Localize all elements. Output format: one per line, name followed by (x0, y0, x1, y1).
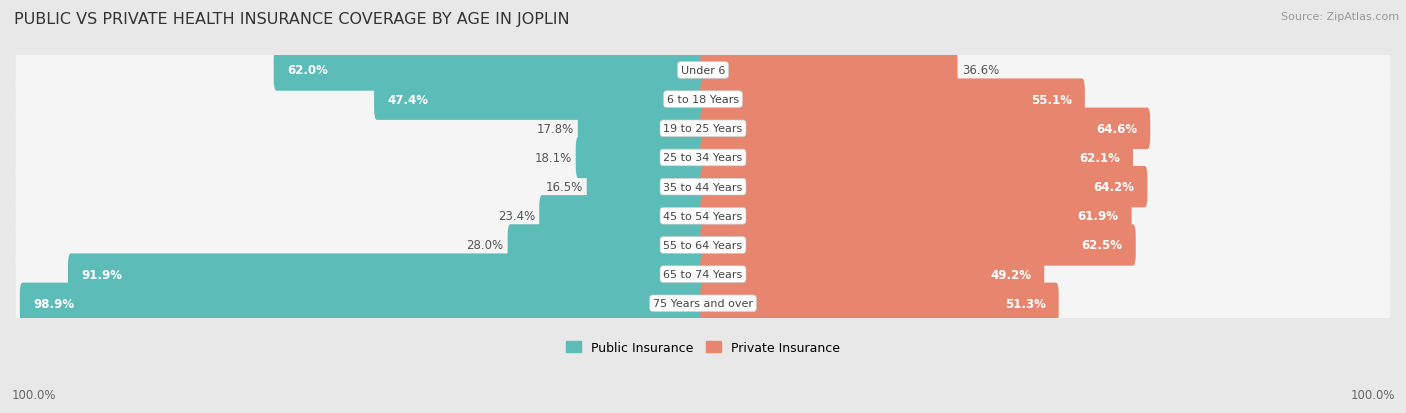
Text: 25 to 34 Years: 25 to 34 Years (664, 153, 742, 163)
FancyBboxPatch shape (374, 79, 706, 121)
Text: Source: ZipAtlas.com: Source: ZipAtlas.com (1281, 12, 1399, 22)
FancyBboxPatch shape (15, 163, 1391, 211)
FancyBboxPatch shape (700, 138, 1133, 179)
FancyBboxPatch shape (540, 196, 706, 237)
FancyBboxPatch shape (15, 47, 1391, 95)
FancyBboxPatch shape (700, 283, 1059, 324)
Text: 51.3%: 51.3% (1005, 297, 1046, 310)
Text: 98.9%: 98.9% (32, 297, 75, 310)
FancyBboxPatch shape (15, 76, 1391, 124)
Text: 61.9%: 61.9% (1077, 210, 1119, 223)
Text: 62.1%: 62.1% (1078, 152, 1121, 165)
FancyBboxPatch shape (274, 50, 706, 91)
Text: 18.1%: 18.1% (534, 152, 572, 165)
Text: 75 Years and over: 75 Years and over (652, 299, 754, 309)
Text: 55.1%: 55.1% (1031, 93, 1071, 107)
FancyBboxPatch shape (700, 254, 1045, 295)
Text: 62.5%: 62.5% (1081, 239, 1122, 252)
FancyBboxPatch shape (700, 166, 1147, 208)
FancyBboxPatch shape (700, 108, 1150, 150)
FancyBboxPatch shape (15, 221, 1391, 270)
FancyBboxPatch shape (700, 225, 1136, 266)
FancyBboxPatch shape (15, 105, 1391, 153)
Text: 45 to 54 Years: 45 to 54 Years (664, 211, 742, 221)
Text: Under 6: Under 6 (681, 66, 725, 76)
Text: 17.8%: 17.8% (537, 123, 574, 135)
Text: 28.0%: 28.0% (467, 239, 503, 252)
Text: 16.5%: 16.5% (546, 181, 582, 194)
Text: 64.2%: 64.2% (1094, 181, 1135, 194)
FancyBboxPatch shape (15, 250, 1391, 299)
Text: 47.4%: 47.4% (387, 93, 429, 107)
Text: 65 to 74 Years: 65 to 74 Years (664, 270, 742, 280)
FancyBboxPatch shape (575, 138, 706, 179)
Text: 23.4%: 23.4% (498, 210, 536, 223)
FancyBboxPatch shape (15, 280, 1391, 328)
FancyBboxPatch shape (586, 166, 706, 208)
FancyBboxPatch shape (508, 225, 706, 266)
FancyBboxPatch shape (20, 283, 706, 324)
FancyBboxPatch shape (15, 192, 1391, 240)
Text: 49.2%: 49.2% (990, 268, 1031, 281)
FancyBboxPatch shape (578, 108, 706, 150)
Legend: Public Insurance, Private Insurance: Public Insurance, Private Insurance (561, 336, 845, 359)
Text: 55 to 64 Years: 55 to 64 Years (664, 240, 742, 250)
Text: 64.6%: 64.6% (1097, 123, 1137, 135)
Text: 100.0%: 100.0% (1350, 388, 1395, 401)
Text: 19 to 25 Years: 19 to 25 Years (664, 124, 742, 134)
Text: 36.6%: 36.6% (962, 64, 998, 77)
Text: 6 to 18 Years: 6 to 18 Years (666, 95, 740, 105)
FancyBboxPatch shape (700, 50, 957, 91)
FancyBboxPatch shape (67, 254, 706, 295)
Text: 35 to 44 Years: 35 to 44 Years (664, 182, 742, 192)
FancyBboxPatch shape (700, 79, 1085, 121)
FancyBboxPatch shape (700, 196, 1132, 237)
Text: 91.9%: 91.9% (82, 268, 122, 281)
FancyBboxPatch shape (15, 134, 1391, 182)
Text: 100.0%: 100.0% (11, 388, 56, 401)
Text: PUBLIC VS PRIVATE HEALTH INSURANCE COVERAGE BY AGE IN JOPLIN: PUBLIC VS PRIVATE HEALTH INSURANCE COVER… (14, 12, 569, 27)
Text: 62.0%: 62.0% (287, 64, 328, 77)
